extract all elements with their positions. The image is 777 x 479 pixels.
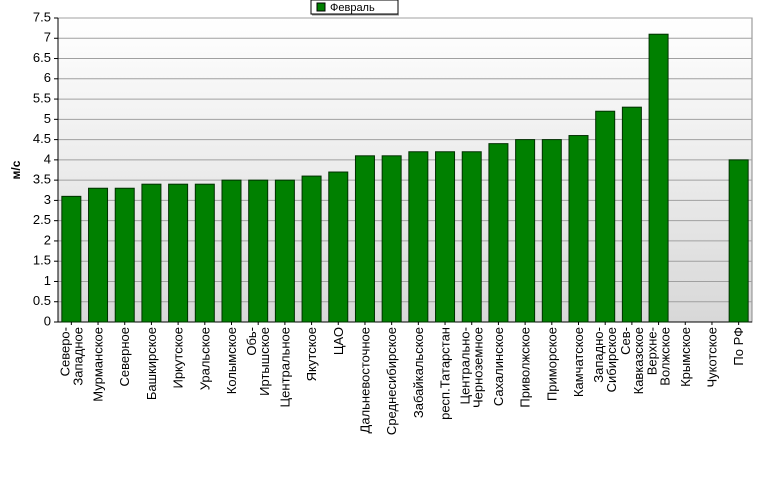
x-tick-label: Среднесибирское [384,327,399,435]
y-tick-label: 6 [44,70,51,85]
y-tick-label: 7.5 [33,9,51,24]
x-tick-label: Мурманское [91,327,106,402]
plot-area [57,17,753,323]
bar [301,175,322,323]
bar [435,151,456,323]
y-tick-label: 1.5 [33,253,51,268]
x-tick-label: Сахалинское [491,327,506,406]
y-tick-label: 2.5 [33,212,51,227]
bar [488,143,509,323]
bar [88,187,109,323]
x-tick-label: Северное [117,327,132,386]
x-tick-label: Западно-Сибирское [591,327,619,392]
legend-swatch [316,2,326,12]
x-tick-label: Центральное [277,327,292,407]
bar [621,106,642,323]
x-tick-label: Камчатское [571,327,586,397]
y-axis-label: м/с [9,160,23,179]
bar [568,135,589,323]
bar [221,179,242,323]
x-tick-label: Северо-Западное [57,327,85,386]
x-tick-label: Башкирское [144,327,159,400]
bar [141,183,162,323]
y-tick-label: 5.5 [33,91,51,106]
legend: Февраль [310,0,399,16]
bar [595,110,616,323]
bar [354,155,375,323]
x-tick-label: Чукотское [704,327,719,388]
y-tick-label: 2 [44,232,51,247]
y-tick-label: 7 [44,30,51,45]
x-tick-label: Приморское [544,327,559,401]
y-tick-label: 0 [44,313,51,328]
bar [461,151,482,323]
bar [515,139,536,323]
x-tick-label: Забайкальское [411,327,426,418]
bar [728,159,749,323]
bar [541,139,562,323]
x-tick-label: Колымское [224,327,239,394]
bar [381,155,402,323]
x-tick-label: По РФ [731,327,746,366]
x-tick-label: Уральское [197,327,212,390]
x-tick-label: Приволжское [518,327,533,408]
y-tick-label: 0.5 [33,293,51,308]
bar [114,187,135,323]
x-tick-label: Якутское [304,327,319,381]
bar [274,179,295,323]
y-tick-label: 3.5 [33,172,51,187]
x-tick-label: Обь-Иртышское [244,327,272,396]
legend-box [310,0,399,15]
legend-label: Февраль [330,2,375,14]
x-tick-label: Сев-Кавказское [618,327,646,394]
y-tick-label: 1 [44,273,51,288]
bar [61,195,82,323]
x-tick-label: Крымское [678,327,693,387]
bar [168,183,189,323]
x-tick-label: ЦАО [331,327,346,355]
x-tick-label: Верхне-Волжское [645,327,673,386]
bar [648,33,669,323]
bar [328,171,349,323]
y-tick-label: 3 [44,192,51,207]
x-tick-label: респ.Татарстан [438,327,453,420]
y-tick-label: 4.5 [33,131,51,146]
x-tick-label: Центрально-Черноземное [458,327,486,408]
bar [408,151,429,323]
x-tick-label: Дальневосточное [357,327,372,433]
bar [194,183,215,323]
y-tick-label: 6.5 [33,50,51,65]
x-tick-label: Иркутское [171,327,186,389]
y-tick-label: 5 [44,111,51,126]
bar [248,179,269,323]
y-tick-label: 4 [44,151,51,166]
